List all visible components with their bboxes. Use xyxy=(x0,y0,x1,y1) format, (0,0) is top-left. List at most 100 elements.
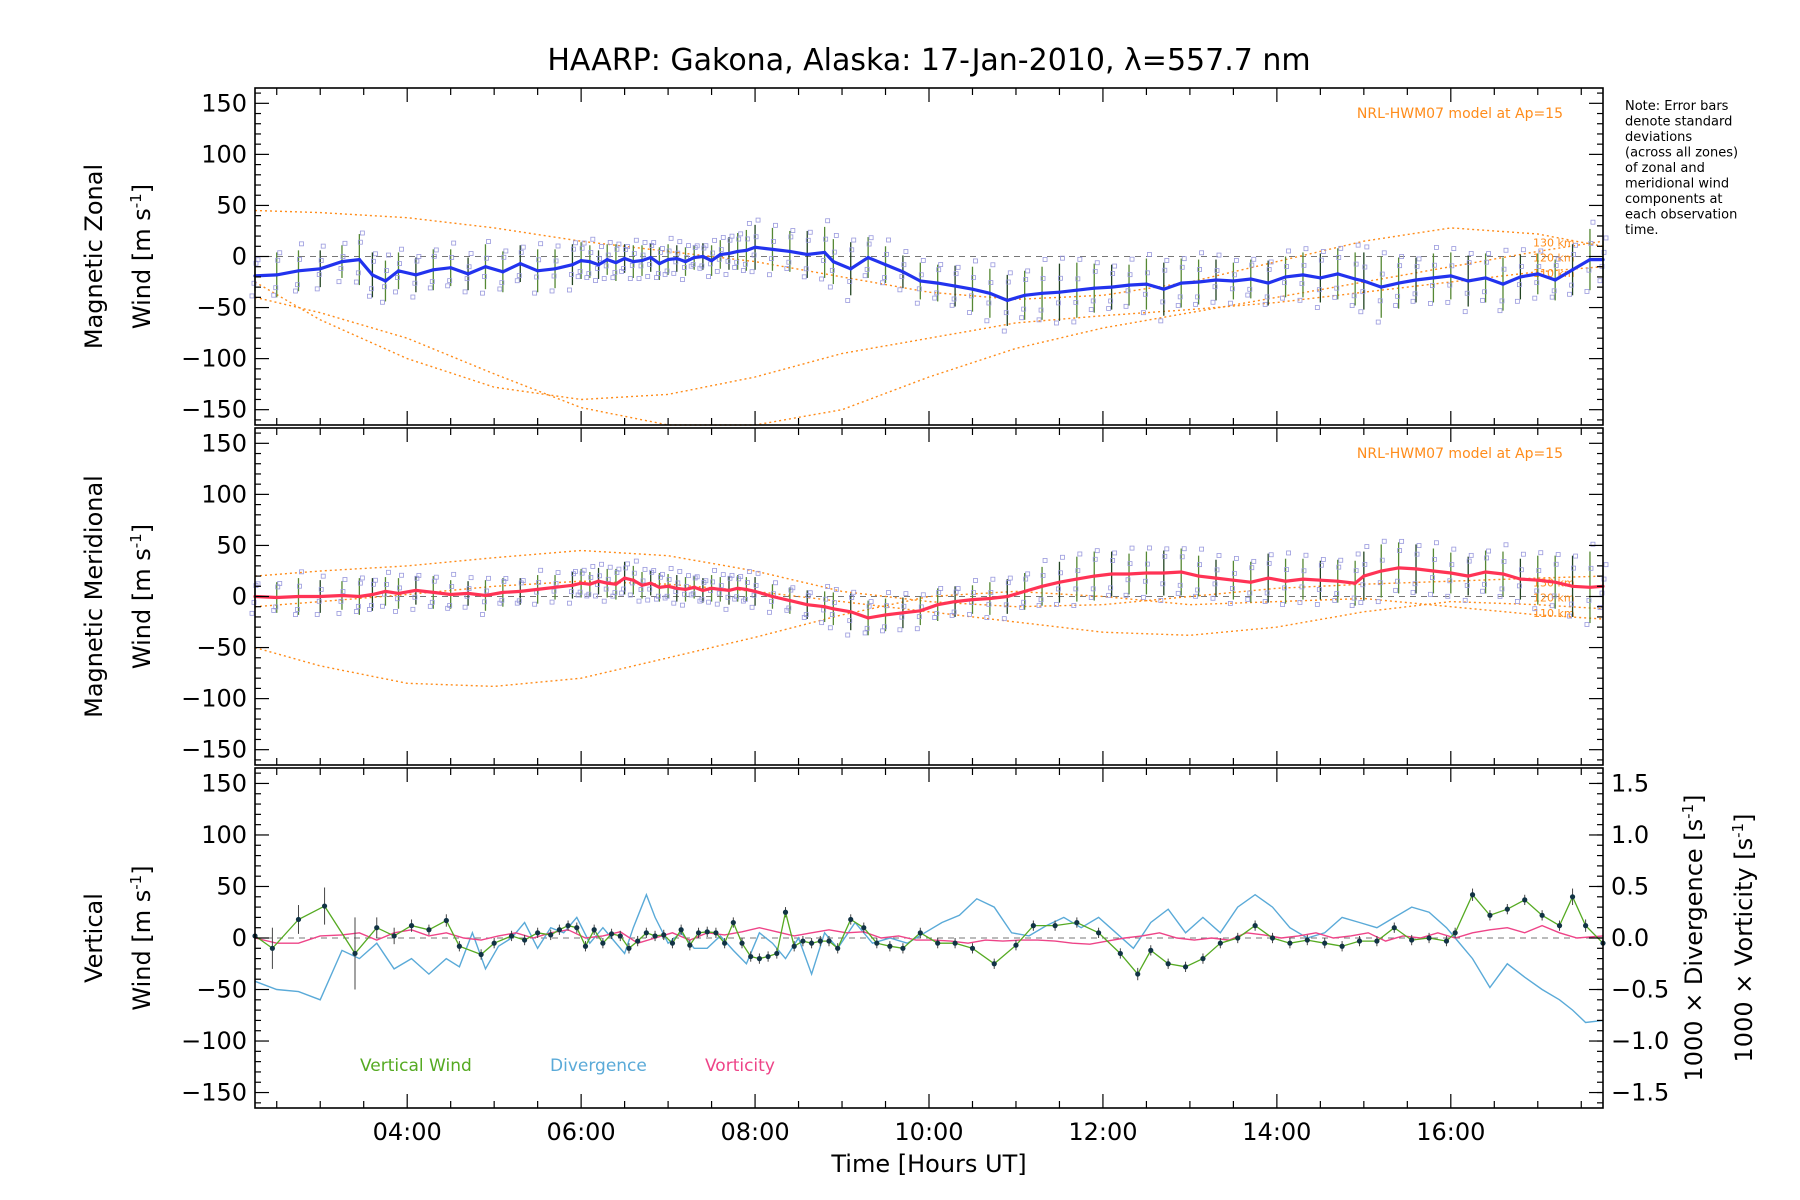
scatter-point xyxy=(1399,538,1405,544)
scatter-point xyxy=(431,253,437,259)
zonal-wind-point xyxy=(1214,278,1218,282)
scatter-point xyxy=(1125,577,1131,583)
scatter-point xyxy=(414,258,420,264)
scatter-point xyxy=(399,572,404,578)
scatter-point xyxy=(1499,586,1505,592)
scatter-point xyxy=(827,284,833,290)
meridional-wind-point xyxy=(588,582,592,586)
scatter-point xyxy=(1567,291,1572,297)
vertical-wind-point xyxy=(1539,912,1545,918)
scatter-point xyxy=(949,302,955,308)
scatter-point xyxy=(819,276,825,282)
scatter-point xyxy=(601,598,607,604)
scatter-point xyxy=(1303,552,1309,558)
zonal-wind-point xyxy=(1553,278,1557,282)
scatter-point xyxy=(1430,575,1435,581)
meridional-wind-point xyxy=(1553,580,1557,584)
scatter-point xyxy=(1199,546,1204,552)
scatter-point xyxy=(753,234,759,240)
scatter-point xyxy=(1428,301,1433,306)
scatter-point xyxy=(938,586,944,591)
scatter-point xyxy=(1160,581,1166,587)
scatter-point xyxy=(603,586,609,592)
scatter-point xyxy=(249,610,255,616)
scatter-point xyxy=(967,310,972,315)
scatter-point xyxy=(1351,293,1357,299)
scatter-point xyxy=(971,590,976,595)
scatter-point xyxy=(1092,268,1098,274)
vertical-wind-point xyxy=(1052,923,1058,929)
scatter-point xyxy=(862,273,868,279)
vertical-wind-point xyxy=(678,927,684,933)
scatter-point xyxy=(803,266,809,272)
scatter-point xyxy=(1268,259,1274,265)
scatter-point xyxy=(654,275,659,280)
scatter-point xyxy=(1247,590,1253,596)
vertical-wind-point xyxy=(352,950,358,957)
scatter-point xyxy=(825,584,831,589)
zonal-wind-point xyxy=(770,247,775,251)
scatter-point xyxy=(451,571,457,577)
scatter-point xyxy=(433,574,439,580)
zonal-wind-point xyxy=(501,270,505,274)
scatter-point xyxy=(468,575,474,581)
vertical-wind-point xyxy=(1443,938,1450,944)
scatter-point xyxy=(790,228,796,233)
meridional-wind-point xyxy=(918,609,922,613)
scatter-point xyxy=(386,252,391,258)
y-tick-label: −150 xyxy=(181,736,247,764)
vertical-wind-point xyxy=(669,940,676,946)
y-tick-label: 100 xyxy=(201,480,247,508)
zonal-wind-point xyxy=(340,260,344,264)
scatter-point xyxy=(1214,567,1220,573)
vertical-wind-point xyxy=(1287,940,1293,946)
meridional-wind-point xyxy=(318,594,322,599)
vertical-wind-point xyxy=(565,923,571,929)
scatter-point xyxy=(1179,554,1185,560)
scatter-point xyxy=(514,278,520,284)
scatter-point xyxy=(1141,310,1146,316)
scatter-point xyxy=(1538,550,1544,556)
scatter-point xyxy=(480,612,485,617)
scatter-point xyxy=(1303,246,1309,252)
scatter-point xyxy=(1349,603,1355,608)
scatter-point xyxy=(866,241,872,247)
meridional-wind-line xyxy=(254,566,1604,620)
vertical-wind-point xyxy=(1504,906,1510,912)
scatter-point xyxy=(1147,252,1152,257)
scatter-point xyxy=(1514,298,1520,304)
zonal-wind-point xyxy=(296,269,301,273)
scatter-point xyxy=(833,233,839,238)
scatter-point xyxy=(590,564,596,569)
scatter-point xyxy=(1227,300,1233,306)
scatter-point xyxy=(1125,288,1131,294)
vertical-wind-point xyxy=(643,930,649,936)
scatter-point xyxy=(1397,548,1403,553)
scatter-point xyxy=(1058,570,1063,576)
scatter-point xyxy=(710,250,715,256)
scatter-point xyxy=(410,294,416,300)
scatter-point xyxy=(320,573,326,579)
scatter-point xyxy=(1567,613,1572,619)
vertical-wind-point xyxy=(1095,930,1102,936)
scatter-point xyxy=(516,273,522,278)
right-tick-label: 0.0 xyxy=(1611,924,1649,952)
meridional-wind-point xyxy=(275,595,279,600)
scatter-point xyxy=(314,612,320,617)
scatter-point xyxy=(1077,256,1083,262)
vertical-wind-point xyxy=(661,932,667,938)
meridional-wind-point xyxy=(449,592,453,597)
scatter-point xyxy=(1338,245,1344,251)
zonal-wind-point xyxy=(1353,277,1357,281)
zonal-wind-point xyxy=(1449,274,1453,278)
vertical-wind-point xyxy=(774,950,780,957)
scatter-point xyxy=(823,596,829,602)
meridional-wind-point xyxy=(1501,572,1505,576)
scatter-point xyxy=(1197,562,1202,568)
scatter-point xyxy=(744,236,750,242)
scatter-point xyxy=(1412,581,1418,587)
scatter-point xyxy=(597,573,602,579)
scatter-point xyxy=(1586,267,1592,273)
scatter-point xyxy=(633,558,639,564)
